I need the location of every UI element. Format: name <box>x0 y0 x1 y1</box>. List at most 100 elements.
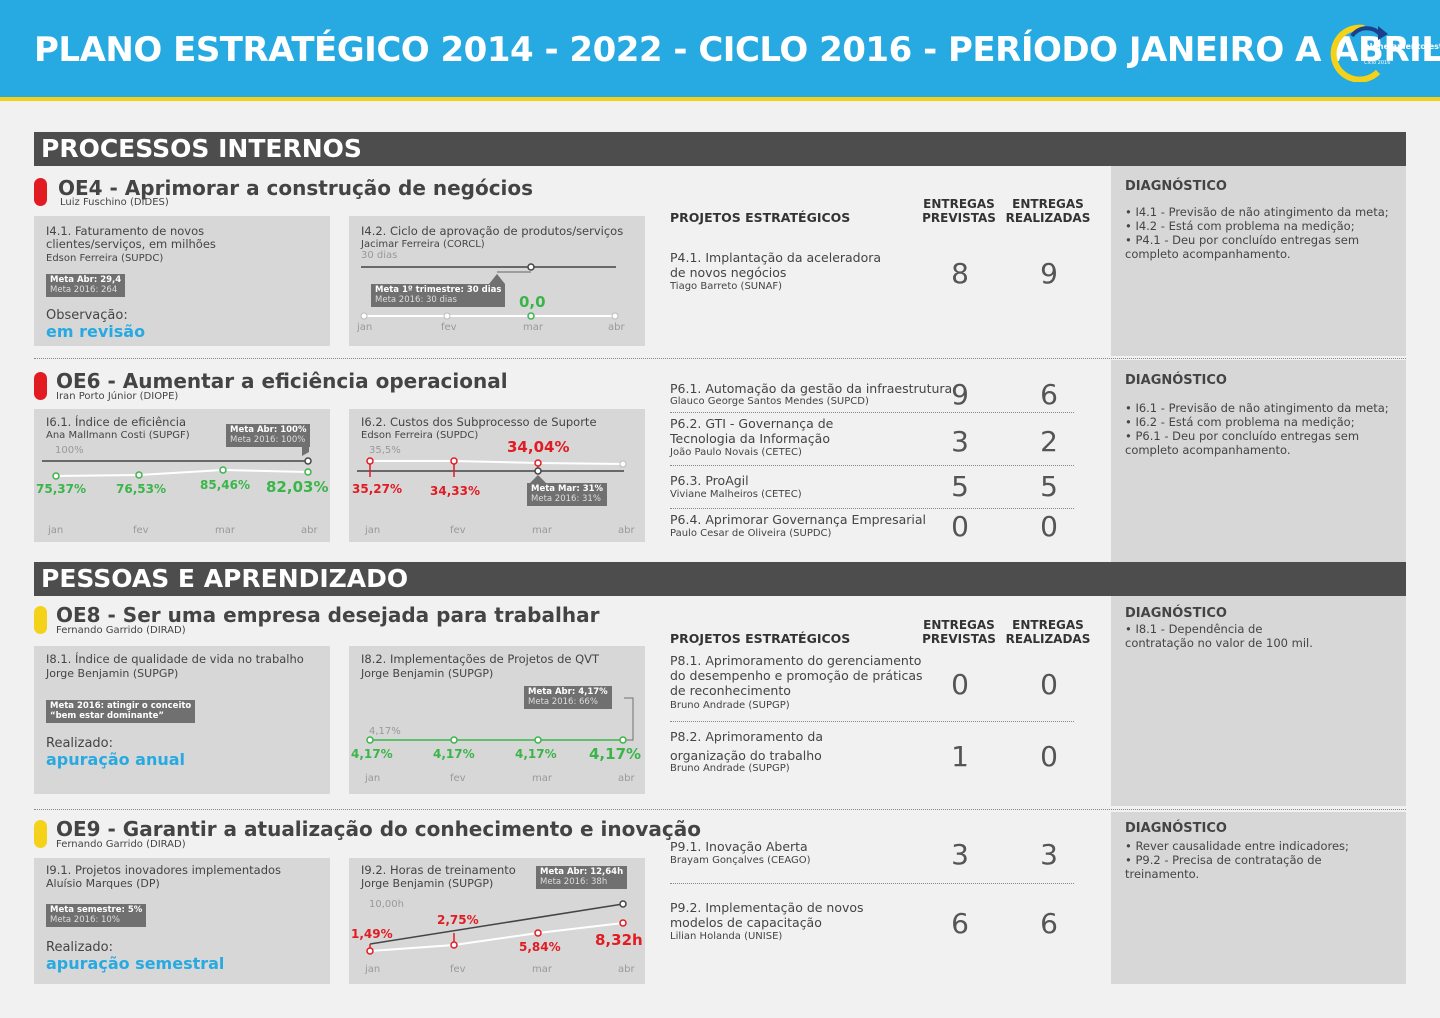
project-owner-p64: Paulo Cesar de Oliveira (SUPDC) <box>670 528 832 539</box>
tooltip-arrow <box>530 475 546 483</box>
value-label-fev: 2,75% <box>437 913 479 927</box>
planned-count-p62: 3 <box>951 425 969 458</box>
diagnostico-panel-oe8 <box>1111 596 1406 806</box>
logo-subtext: Ciclo 2016 <box>1364 60 1391 66</box>
chart-i42: jan fev mar abr 0,0 <box>356 263 625 333</box>
point-abr <box>304 468 312 476</box>
point-fev <box>450 457 458 465</box>
meta-tooltip-line2: Meta 2016: 66% <box>528 696 598 707</box>
month-label-abr: abr <box>618 525 635 536</box>
diagnostico-item: • I8.1 - Dependência de contratação no v… <box>1125 622 1313 650</box>
indicator-owner: Ana Mallmann Costi (SUPGF) <box>46 430 190 441</box>
meta-label: 10,00h <box>369 899 404 910</box>
value-label-abr: 82,03% <box>266 478 328 496</box>
point-jan <box>366 947 374 955</box>
point-mar <box>527 312 535 320</box>
objective-owner-oe9: Fernando Garrido (DIRAD) <box>56 839 186 850</box>
done-count-p82: 0 <box>1040 740 1058 773</box>
value-label-jan: 75,37% <box>36 482 86 496</box>
project-owner-p41: Tiago Barreto (SUNAF) <box>670 281 783 292</box>
point-mar <box>534 736 542 744</box>
objective-title-oe6: OE6 - Aumentar a eficiência operacional <box>56 369 508 393</box>
planned-count-p81: 0 <box>951 668 969 701</box>
value-label-fev: 4,17% <box>433 747 475 761</box>
header-divider <box>0 97 1440 101</box>
point-fev <box>443 312 451 320</box>
meta-tooltip: Meta Abr: 4,17% Meta 2016: 66% <box>524 686 612 709</box>
planned-count-p61: 9 <box>951 378 969 411</box>
point-jan <box>360 312 368 320</box>
project-owner-p92: Lilian Holanda (UNISE) <box>670 931 783 942</box>
value-label-jan: 35,27% <box>352 482 402 496</box>
value-label-fev: 34,33% <box>430 484 480 498</box>
meta-tooltip-line1: Meta Mar: 31% <box>531 484 604 494</box>
point-mar <box>219 466 227 474</box>
month-label-fev: fev <box>450 964 466 975</box>
objective-owner-oe4: Luiz Fuschino (DIDES) <box>60 197 169 208</box>
diagnostico-item: • P4.1 - Deu por concluído entregas sem … <box>1125 233 1360 261</box>
series-line <box>369 922 624 952</box>
meta-label: 35,5% <box>369 445 401 456</box>
projects-header: PROJETOS ESTRATÉGICOS <box>670 631 851 646</box>
section-bar-processos <box>34 132 1406 166</box>
indicator-owner: Jorge Benjamin (SUPGP) <box>361 667 494 680</box>
project-owner-p61: Glauco George Santos Mendes (SUPCD) <box>670 396 869 407</box>
indicator-card-i81: I8.1. Índice de qualidade de vida no tra… <box>34 646 330 794</box>
point-abr <box>619 736 627 744</box>
indicator-title: I6.1. Índice de eficiência <box>46 415 187 429</box>
planned-count-p82: 1 <box>951 740 969 773</box>
point-abr <box>611 312 619 320</box>
section-title-processos: PROCESSOS INTERNOS <box>41 134 362 163</box>
indicator-owner: Jacimar Ferreira (CORCL) <box>361 239 485 250</box>
row-separator <box>34 358 1406 359</box>
value-label-jan: 4,17% <box>351 747 393 761</box>
meta-tooltip-line1: Meta Abr: 4,17% <box>528 687 608 697</box>
value-label-abr: 8,32h <box>595 931 643 949</box>
month-label-abr: abr <box>618 964 635 975</box>
indicator-owner: Jorge Benjamin (SUPGP) <box>361 877 494 890</box>
diagnostico-item: • I6.2 - Está com problema na medição; <box>1125 415 1355 429</box>
value-label-mar: 34,04% <box>507 438 569 456</box>
meta-tooltip-line1: Meta semestre: 5% <box>50 905 143 915</box>
meta-tooltip-line1: Meta Abr: 29,4 <box>50 275 122 285</box>
diagnostico-list-oe8: • I8.1 - Dependência de contratação no v… <box>1125 622 1325 650</box>
value-label-mar: 4,17% <box>515 747 557 761</box>
objective-owner-oe6: Iran Porto Júnior (DIOPE) <box>56 391 179 402</box>
point-jan <box>366 457 374 465</box>
diagnostico-item: • P9.2 - Precisa de contratação de trein… <box>1125 853 1322 881</box>
project-name-p41: P4.1. Implantação da aceleradora de novo… <box>670 250 882 280</box>
objective-title-oe8: OE8 - Ser uma empresa desejada para trab… <box>56 603 600 627</box>
month-label-fev: fev <box>441 322 457 333</box>
diagnostico-title-oe6: DIAGNÓSTICO <box>1125 373 1227 388</box>
point-jan <box>52 472 60 480</box>
planned-count-p41: 8 <box>951 257 969 290</box>
month-label-jan: jan <box>364 525 380 536</box>
project-name-p92: P9.2. Implementação de novos modelos de … <box>670 900 864 930</box>
indicator-title: I9.1. Projetos inovadores implementados <box>46 863 282 877</box>
chart-i82: 4,17% 4,17% 4,17% 4,17% jan fev mar abr <box>351 697 641 784</box>
status-indicator-oe9 <box>34 820 47 848</box>
observation-label: Observação: <box>46 308 128 323</box>
project-name-p63: P6.3. ProAgil <box>670 473 749 488</box>
indicator-title: I4.1. Faturamento de novos clientes/serv… <box>46 224 216 251</box>
meta-label: 30 dias <box>361 250 398 261</box>
project-owner-p63: Viviane Malheiros (CETEC) <box>670 489 802 500</box>
project-separator <box>670 721 1074 722</box>
meta-tooltip: Meta semestre: 5% Meta 2016: 10% <box>46 904 147 927</box>
target-point <box>534 467 542 475</box>
project-name-p91: P9.1. Inovação Aberta <box>670 839 808 854</box>
diagnostico-title-oe8: DIAGNÓSTICO <box>1125 606 1227 621</box>
status-indicator-oe6 <box>34 372 47 400</box>
point-abr <box>619 460 627 468</box>
point-jan <box>366 736 374 744</box>
diagnostico-item: • I4.1 - Previsão de não atingimento da … <box>1125 205 1389 219</box>
month-label-jan: jan <box>364 773 380 784</box>
done-count-p64: 0 <box>1040 510 1058 543</box>
point-fev <box>135 471 143 479</box>
planned-header: ENTREGAS PREVISTAS <box>922 618 996 646</box>
project-name-p81: P8.1. Aprimoramento do gerenciamento do … <box>670 653 923 698</box>
chart-i62: 35,27% 34,33% 34,04% jan fev mar abr <box>352 438 635 536</box>
meta-label: 100% <box>55 445 84 456</box>
indicator-card-i61: I6.1. Índice de eficiência Ana Mallmann … <box>34 409 330 542</box>
done-count-p91: 3 <box>1040 838 1058 871</box>
